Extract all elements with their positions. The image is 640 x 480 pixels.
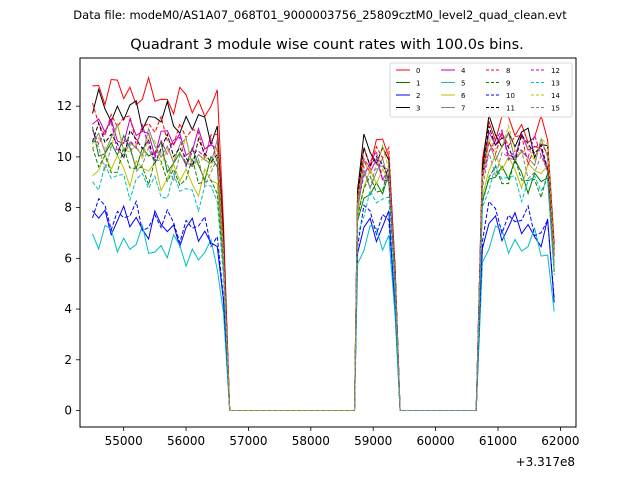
y-tick-label: 4 [64, 302, 72, 316]
series-line-2 [92, 204, 555, 411]
y-axis: 0 2 4 6 8 10 12 [57, 99, 80, 418]
series-line-13 [92, 163, 555, 411]
y-tick-label: 0 [64, 404, 72, 418]
x-axis: 55000 56000 57000 58000 59000 60000 61000 62000 [105, 427, 579, 448]
legend-label-14: 14 [551, 92, 560, 100]
series-line-5 [92, 223, 555, 411]
suptitle: Data file: modeM0/AS1A07_068T01_90000037… [73, 8, 567, 22]
legend-label-5: 5 [461, 80, 465, 88]
y-tick-label: 8 [64, 201, 72, 215]
legend-label-11: 11 [506, 105, 515, 113]
legend-label-1: 1 [416, 80, 420, 88]
series-line-10 [92, 197, 555, 411]
legend-label-3: 3 [416, 105, 420, 113]
series-line-3 [92, 87, 555, 411]
series-line-14 [92, 122, 555, 411]
x-tick-label: 57000 [229, 434, 267, 448]
y-tick-label: 10 [57, 150, 72, 164]
x-tick-label: 60000 [417, 434, 455, 448]
chart-title: Quadrant 3 module wise count rates with … [130, 37, 524, 53]
legend-label-0: 0 [416, 67, 420, 75]
legend-label-7: 7 [461, 105, 465, 113]
legend-label-13: 13 [551, 80, 560, 88]
legend-label-8: 8 [506, 67, 510, 75]
legend-label-10: 10 [506, 92, 515, 100]
legend-label-2: 2 [416, 92, 420, 100]
legend-label-9: 9 [506, 80, 510, 88]
legend-label-12: 12 [551, 67, 560, 75]
x-tick-label: 61000 [479, 434, 517, 448]
y-tick-label: 2 [64, 353, 72, 367]
y-tick-label: 6 [64, 251, 72, 265]
series-layer [92, 75, 555, 411]
legend-label-4: 4 [461, 67, 466, 75]
legend-label-15: 15 [551, 105, 560, 113]
legend-frame [389, 62, 573, 118]
x-tick-label: 55000 [105, 434, 143, 448]
axes-frame [79, 57, 577, 428]
series-line-0 [92, 75, 555, 411]
x-offset-label: +3.317e8 [516, 455, 575, 469]
x-tick-label: 56000 [167, 434, 205, 448]
plot-area: 55000 56000 57000 58000 59000 60000 61000 62000… [57, 57, 579, 448]
x-tick-label: 59000 [354, 434, 392, 448]
x-tick-label: 62000 [541, 434, 579, 448]
x-tick-label: 58000 [292, 434, 330, 448]
legend-label-6: 6 [461, 92, 466, 100]
y-tick-label: 12 [57, 99, 72, 113]
series-line-15 [92, 138, 555, 411]
series-line-9 [92, 145, 555, 411]
